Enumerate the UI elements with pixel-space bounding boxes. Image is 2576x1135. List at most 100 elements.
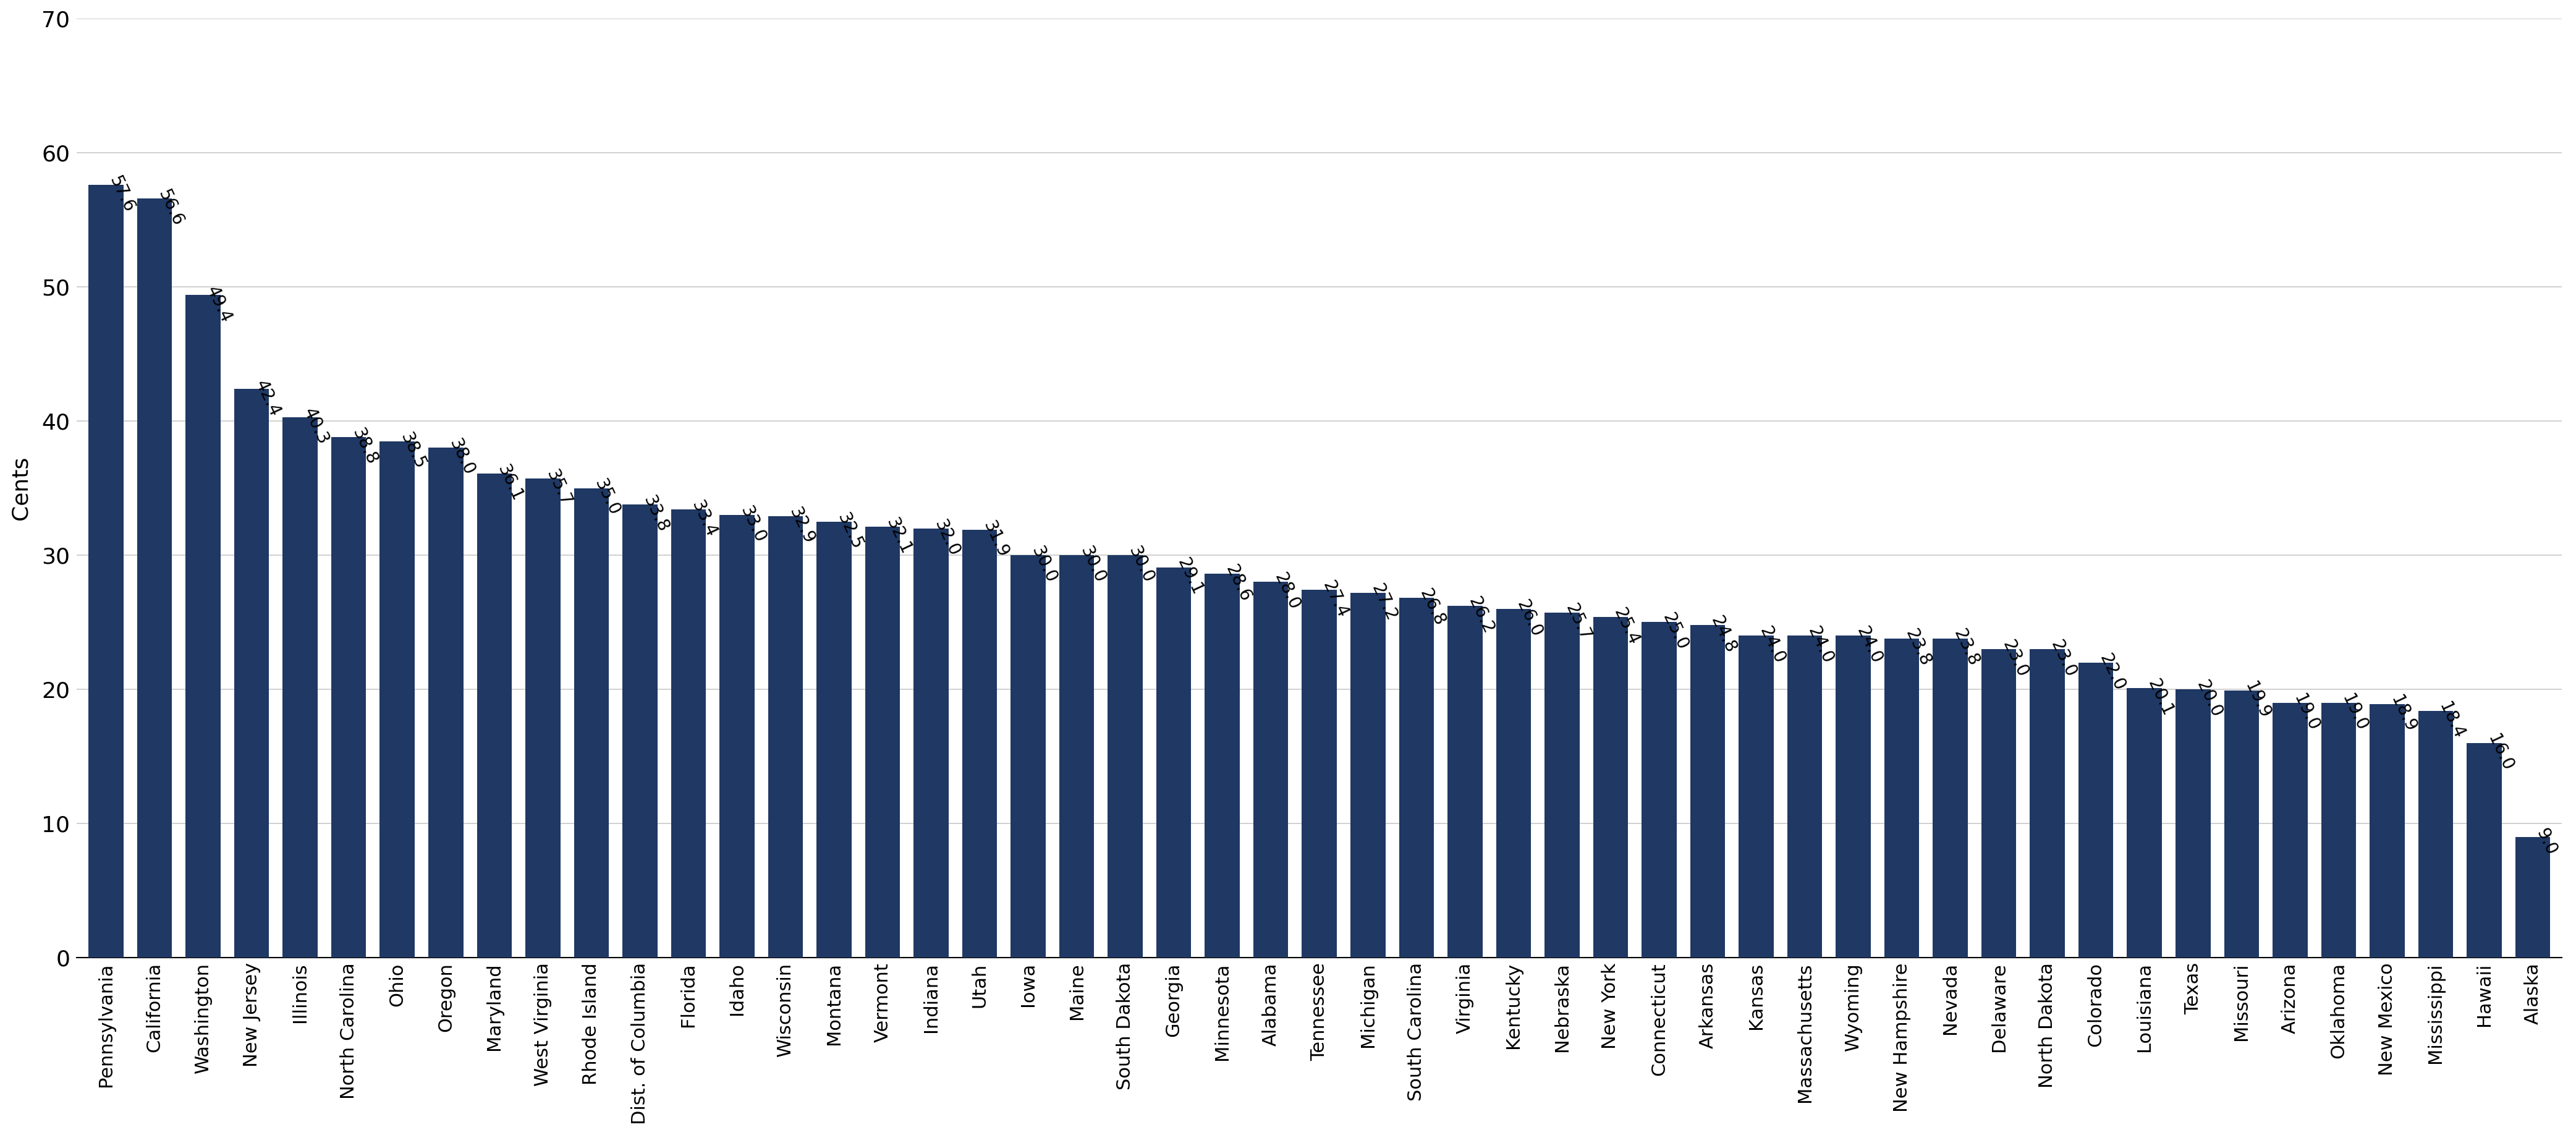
Text: 25.7: 25.7: [1561, 602, 1595, 644]
Text: 57.6: 57.6: [106, 174, 139, 216]
Bar: [1690, 625, 1726, 958]
Bar: [1010, 555, 1046, 958]
Text: 32.0: 32.0: [930, 516, 963, 560]
Bar: [2514, 836, 2550, 958]
Text: 40.3: 40.3: [301, 405, 332, 447]
Text: 20.1: 20.1: [2143, 676, 2177, 718]
Text: 35.0: 35.0: [592, 477, 623, 519]
Bar: [2128, 688, 2161, 958]
Bar: [428, 448, 464, 958]
Bar: [283, 417, 317, 958]
Text: 19.0: 19.0: [2290, 691, 2321, 733]
Text: 18.9: 18.9: [2388, 692, 2419, 734]
Text: 25.0: 25.0: [1659, 611, 1690, 653]
Text: 24.0: 24.0: [1806, 624, 1837, 666]
Text: 30.0: 30.0: [1126, 544, 1157, 586]
Text: 22.0: 22.0: [2097, 651, 2128, 693]
Bar: [1739, 636, 1775, 958]
Text: 36.1: 36.1: [495, 462, 526, 504]
Text: 32.1: 32.1: [884, 515, 914, 557]
Bar: [914, 528, 948, 958]
Bar: [185, 295, 222, 958]
Bar: [1206, 574, 1239, 958]
Text: 23.8: 23.8: [1901, 627, 1935, 669]
Bar: [2079, 663, 2112, 958]
Bar: [866, 527, 899, 958]
Bar: [719, 515, 755, 958]
Bar: [137, 199, 173, 958]
Text: 38.0: 38.0: [446, 437, 477, 479]
Text: 26.8: 26.8: [1417, 587, 1448, 629]
Text: 30.0: 30.0: [1077, 544, 1108, 586]
Text: 31.9: 31.9: [979, 519, 1012, 561]
Bar: [2030, 649, 2066, 958]
Bar: [1546, 613, 1579, 958]
Text: 35.7: 35.7: [544, 468, 574, 510]
Bar: [2272, 703, 2308, 958]
Text: 26.2: 26.2: [1466, 595, 1497, 637]
Bar: [1932, 638, 1968, 958]
Bar: [1157, 568, 1190, 958]
Text: 19.9: 19.9: [2241, 679, 2275, 722]
Text: 19.0: 19.0: [2339, 691, 2370, 733]
Bar: [1883, 638, 1919, 958]
Bar: [2468, 743, 2501, 958]
Text: 38.8: 38.8: [348, 426, 381, 468]
Bar: [379, 442, 415, 958]
Bar: [1981, 649, 2017, 958]
Text: 27.2: 27.2: [1368, 581, 1399, 623]
Bar: [1837, 636, 1870, 958]
Text: 30.0: 30.0: [1028, 544, 1061, 586]
Text: 24.0: 24.0: [1852, 624, 1886, 666]
Text: 33.8: 33.8: [639, 493, 672, 535]
Bar: [1059, 555, 1095, 958]
Bar: [963, 530, 997, 958]
Bar: [623, 504, 657, 958]
Text: 29.1: 29.1: [1175, 556, 1206, 598]
Text: 26.0: 26.0: [1515, 597, 1546, 639]
Bar: [817, 522, 853, 958]
Text: 27.4: 27.4: [1319, 579, 1352, 621]
Text: 20.0: 20.0: [2192, 678, 2226, 720]
Bar: [1641, 622, 1677, 958]
Bar: [1255, 582, 1288, 958]
Bar: [768, 516, 804, 958]
Bar: [2419, 711, 2452, 958]
Bar: [1592, 616, 1628, 958]
Bar: [1497, 608, 1530, 958]
Bar: [1448, 606, 1481, 958]
Bar: [2177, 689, 2210, 958]
Bar: [332, 437, 366, 958]
Text: 24.0: 24.0: [1757, 624, 1788, 666]
Bar: [574, 488, 608, 958]
Text: 23.8: 23.8: [1950, 627, 1981, 669]
Text: 32.5: 32.5: [835, 511, 866, 553]
Bar: [477, 473, 513, 958]
Y-axis label: Cents: Cents: [10, 456, 31, 520]
Text: 33.4: 33.4: [688, 498, 721, 540]
Bar: [670, 510, 706, 958]
Text: 38.5: 38.5: [397, 430, 430, 472]
Bar: [2223, 690, 2259, 958]
Bar: [1301, 590, 1337, 958]
Bar: [88, 185, 124, 958]
Bar: [1108, 555, 1144, 958]
Text: 49.4: 49.4: [204, 284, 234, 326]
Bar: [2370, 704, 2403, 958]
Text: 18.4: 18.4: [2437, 699, 2468, 741]
Text: 28.0: 28.0: [1270, 571, 1303, 613]
Bar: [2321, 703, 2357, 958]
Text: 16.0: 16.0: [2483, 732, 2517, 774]
Bar: [1788, 636, 1821, 958]
Bar: [234, 389, 268, 958]
Text: 23.0: 23.0: [2048, 638, 2079, 680]
Bar: [1350, 592, 1386, 958]
Bar: [1399, 598, 1435, 958]
Text: 33.0: 33.0: [737, 504, 768, 546]
Text: 9.0: 9.0: [2532, 825, 2561, 858]
Text: 25.4: 25.4: [1610, 605, 1643, 647]
Bar: [526, 479, 562, 958]
Text: 56.6: 56.6: [155, 187, 185, 229]
Text: 23.0: 23.0: [1999, 638, 2030, 680]
Text: 42.4: 42.4: [252, 378, 283, 420]
